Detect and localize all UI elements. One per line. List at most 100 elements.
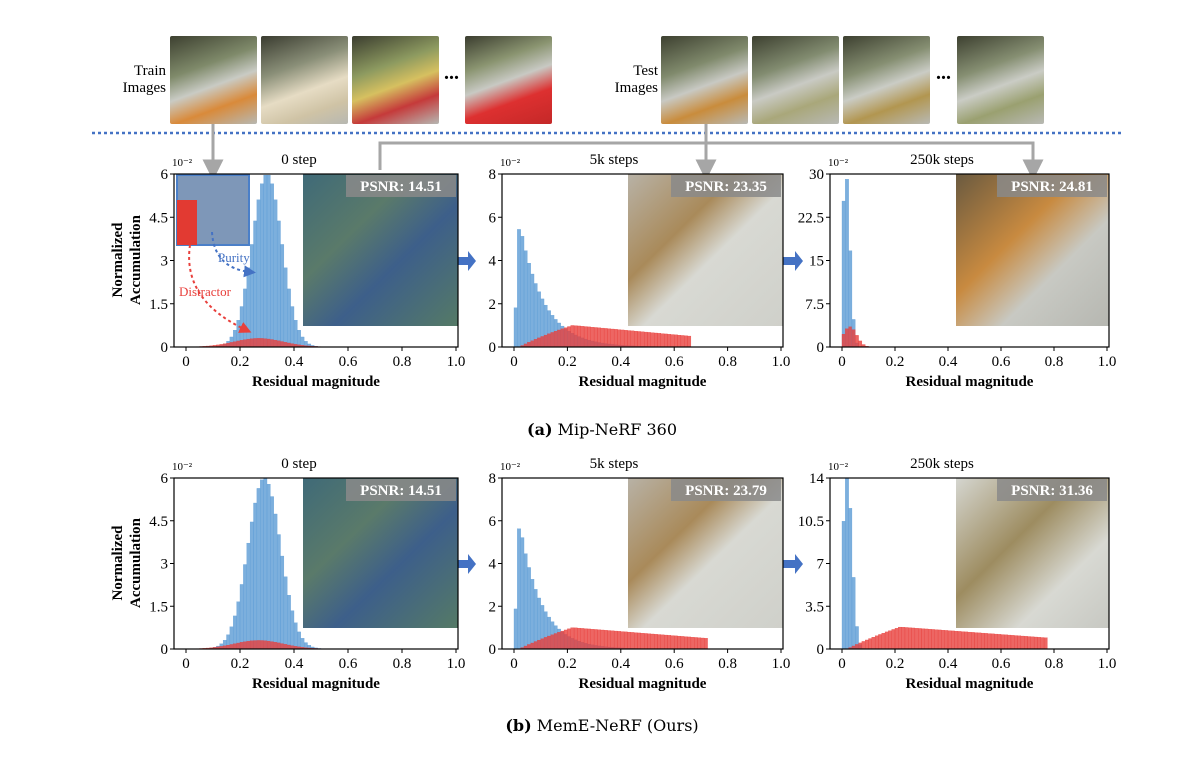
histogram-bar <box>233 643 237 650</box>
histogram-bar <box>527 342 531 348</box>
histogram-bar <box>246 542 251 650</box>
histogram-bar <box>273 642 278 650</box>
histogram-bar <box>553 331 558 348</box>
x-tick-label: 0.4 <box>939 656 958 672</box>
x-axis-label: Residual magnitude <box>906 676 1034 692</box>
histogram-bar <box>243 564 247 650</box>
y-tick-label: 3 <box>161 254 169 270</box>
y-tick-label: 10.5 <box>798 514 824 530</box>
x-tick-label: 0.4 <box>285 656 304 672</box>
histogram-bar <box>246 641 251 650</box>
histogram-bar <box>243 288 247 348</box>
y-tick-label: 0 <box>817 642 825 658</box>
y-axis-label: Accumulation <box>128 214 144 305</box>
histogram-bar <box>560 328 565 348</box>
histogram-bar <box>980 632 985 650</box>
histogram-bar <box>517 528 521 650</box>
histogram-bar <box>533 641 538 650</box>
histogram-bar <box>280 555 285 650</box>
y-tick-label: 0 <box>161 642 169 658</box>
psnr-label: PSNR: 31.36 <box>1011 483 1093 499</box>
histogram-bar <box>527 644 531 650</box>
histogram-bar <box>1030 636 1035 650</box>
progress-arrow <box>783 251 803 271</box>
histogram-bar <box>290 610 295 650</box>
histogram-bar <box>280 244 285 348</box>
x-tick-label: 1.0 <box>772 656 791 672</box>
histogram-bar <box>246 267 251 348</box>
histogram-bar <box>276 642 281 650</box>
histogram-bar <box>239 584 244 650</box>
histogram-bar <box>266 640 271 650</box>
test-image-thumbnail <box>661 36 748 124</box>
histogram-bar <box>253 502 258 650</box>
histogram-bar <box>533 283 538 348</box>
histogram-bar <box>934 629 939 650</box>
histogram-bar <box>1017 635 1022 650</box>
ellipsis: ... <box>444 62 459 84</box>
purity-annotation: Purity <box>218 250 250 265</box>
histogram-bar <box>898 626 902 650</box>
histogram-bar <box>520 537 525 650</box>
caption-a-label: (a) <box>527 420 553 439</box>
histogram-bar <box>243 339 247 348</box>
histogram-bar <box>868 638 872 650</box>
y-tick-label: 3 <box>161 557 169 573</box>
histogram-bar <box>597 629 601 650</box>
histogram-bar <box>1037 637 1041 650</box>
x-tick-label: 0 <box>838 656 846 672</box>
histogram-bar <box>660 634 665 650</box>
histogram-bar <box>253 220 258 348</box>
histogram-bar <box>263 478 268 650</box>
render-inset-250k <box>956 174 1109 326</box>
histogram-bar <box>249 244 254 348</box>
histogram-bar <box>287 288 291 348</box>
histogram-bar <box>270 183 274 348</box>
test-images-label: Test Images <box>614 63 658 96</box>
chart-title: 5k steps <box>590 456 639 472</box>
y-axis-label: Accumulation <box>128 517 144 608</box>
histogram-bar <box>617 329 621 348</box>
histogram-bar <box>597 327 601 348</box>
histogram-bar <box>644 633 648 650</box>
histogram-bar <box>690 637 695 650</box>
histogram-bar <box>236 340 241 348</box>
histogram-bar <box>654 332 658 348</box>
histogram-bar <box>700 637 705 650</box>
histogram-bar <box>270 496 274 650</box>
x-tick-label: 0.6 <box>665 656 684 672</box>
x-tick-label: 0.6 <box>339 656 358 672</box>
histogram-bar <box>533 339 538 348</box>
x-tick-label: 1.0 <box>1098 354 1117 370</box>
y-tick-label: 22.5 <box>798 210 824 226</box>
histogram-bar <box>884 631 889 650</box>
histogram-bar <box>273 199 278 348</box>
distractor-annotation: Distractor <box>179 284 232 299</box>
histogram-bar <box>623 330 628 348</box>
histogram-bar <box>971 632 975 650</box>
histogram-bar <box>570 325 575 348</box>
histogram-bar <box>276 534 281 650</box>
histogram-bar <box>674 635 678 650</box>
y-tick-label: 6 <box>489 514 497 530</box>
x-tick-label: 1.0 <box>1098 656 1117 672</box>
histogram-bar <box>260 183 264 348</box>
histogram-bar <box>634 632 638 650</box>
histogram-bar <box>527 567 531 650</box>
histogram-bar <box>670 334 675 348</box>
y-tick-label: 30 <box>809 167 824 183</box>
histogram-bar <box>680 636 685 650</box>
histogram-bar <box>613 630 618 650</box>
histogram-bar <box>845 478 849 650</box>
histogram-bar <box>657 333 662 348</box>
chart-title: 0 step <box>281 152 316 168</box>
y-tick-label: 0 <box>817 340 825 356</box>
histogram-bar <box>647 332 651 348</box>
histogram-bar <box>550 634 555 650</box>
y-tick-label: 7.5 <box>805 297 824 313</box>
x-tick-label: 0.4 <box>285 354 304 370</box>
y-axis-exponent: 10⁻² <box>172 157 193 169</box>
histogram-bar <box>911 627 916 650</box>
y-tick-label: 8 <box>489 167 497 183</box>
histogram-bar <box>878 634 882 650</box>
